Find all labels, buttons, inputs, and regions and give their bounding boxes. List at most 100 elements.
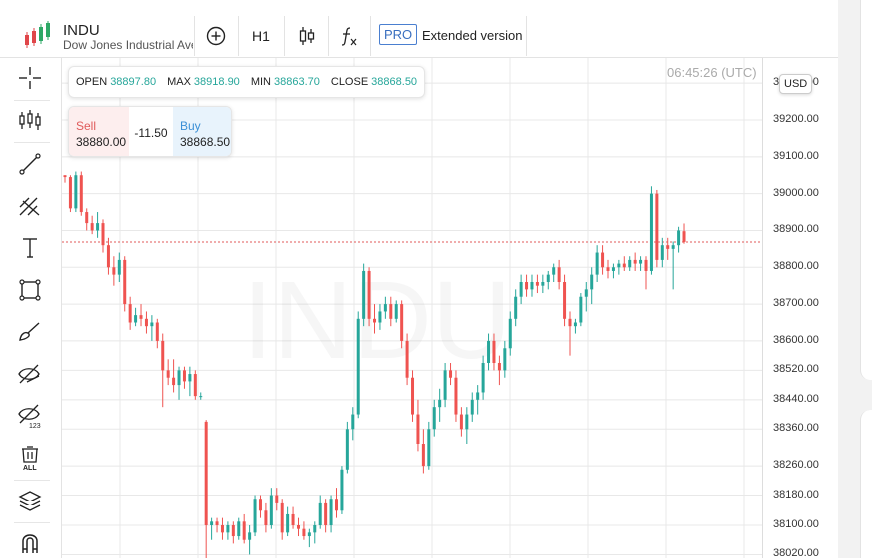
delete-all-icon: ALL bbox=[22, 446, 38, 471]
candle-body bbox=[601, 252, 605, 268]
crosshair-tool[interactable] bbox=[14, 62, 46, 94]
extended-version-link[interactable]: Extended version bbox=[422, 28, 523, 43]
candle-body bbox=[367, 270, 371, 319]
candle bbox=[595, 245, 599, 282]
candle bbox=[356, 311, 360, 419]
open-value: 38897.80 bbox=[110, 76, 157, 88]
candle-body bbox=[416, 414, 420, 444]
candle-body bbox=[644, 259, 648, 271]
candle-body bbox=[335, 499, 338, 511]
chart-type-button[interactable] bbox=[294, 22, 320, 50]
candle-body bbox=[525, 282, 529, 290]
candle bbox=[351, 407, 355, 441]
candle bbox=[96, 212, 100, 238]
candle-body bbox=[291, 513, 295, 525]
candle-body bbox=[465, 414, 469, 430]
close-label: CLOSE bbox=[330, 76, 369, 88]
candle bbox=[79, 171, 83, 216]
delete-all-tool[interactable]: ALL bbox=[14, 442, 46, 474]
candle bbox=[237, 517, 241, 540]
price-tick-label: 38020.00 bbox=[773, 547, 819, 558]
candle-body bbox=[492, 340, 496, 363]
candle-body bbox=[193, 374, 197, 397]
candle bbox=[557, 259, 561, 290]
candle-body bbox=[383, 304, 387, 312]
candle bbox=[525, 274, 529, 297]
candle bbox=[155, 318, 159, 349]
candle-body bbox=[117, 259, 121, 275]
candle-body bbox=[546, 274, 550, 282]
candle-body bbox=[427, 429, 431, 467]
candle bbox=[416, 399, 420, 452]
min-label: MIN bbox=[250, 76, 271, 88]
candle bbox=[443, 363, 447, 408]
candle bbox=[476, 385, 480, 415]
candle-body bbox=[144, 318, 148, 327]
candle bbox=[258, 495, 262, 518]
candle bbox=[291, 506, 295, 529]
candle bbox=[210, 517, 214, 540]
candle bbox=[514, 289, 518, 327]
candle bbox=[438, 388, 442, 422]
trendline-tool[interactable] bbox=[14, 148, 46, 180]
candle-body bbox=[329, 499, 333, 525]
candle bbox=[231, 521, 235, 544]
candle bbox=[166, 359, 170, 386]
candle-body bbox=[497, 363, 501, 371]
buy-button[interactable]: Buy 38868.50 bbox=[173, 107, 231, 156]
layers-tool[interactable] bbox=[14, 484, 46, 516]
hide-drawings-icon bbox=[18, 364, 40, 384]
timeframe-button[interactable]: H1 bbox=[252, 28, 270, 44]
candle bbox=[470, 392, 474, 422]
candle bbox=[628, 256, 632, 271]
hide-indicators-tool[interactable]: 123 bbox=[14, 400, 46, 432]
candle-body bbox=[112, 267, 116, 275]
price-tick-label: 38360.00 bbox=[773, 422, 819, 435]
price-tick-label: 39000.00 bbox=[773, 186, 819, 199]
candle bbox=[535, 274, 539, 294]
candle-body bbox=[264, 510, 268, 525]
candle-body bbox=[503, 348, 507, 371]
candle bbox=[172, 359, 176, 393]
candle bbox=[584, 282, 588, 312]
candle-body bbox=[622, 263, 626, 268]
candle bbox=[123, 256, 127, 312]
indicators-tool[interactable] bbox=[14, 104, 46, 136]
price-tick-label: 38700.00 bbox=[773, 297, 819, 310]
rectangle-tool[interactable] bbox=[14, 274, 46, 306]
candle bbox=[193, 370, 197, 400]
fibonacci-tool[interactable] bbox=[14, 190, 46, 222]
candle bbox=[340, 466, 344, 514]
sell-price: 38880.00 bbox=[76, 135, 127, 149]
toolbar-divider bbox=[14, 142, 50, 143]
candle-body bbox=[400, 304, 404, 341]
sell-button[interactable]: Sell 38880.00 bbox=[69, 107, 129, 156]
text-tool[interactable] bbox=[14, 232, 46, 264]
toolbar-divider bbox=[14, 480, 50, 481]
candle bbox=[150, 315, 154, 341]
candle bbox=[85, 208, 89, 231]
price-chart[interactable]: INDU bbox=[62, 58, 762, 558]
candle bbox=[253, 495, 257, 537]
candle-body bbox=[215, 521, 219, 525]
price-axis[interactable]: 38020.00 38100.00 38180.00 38260.00 38360.00… bbox=[762, 58, 824, 558]
candle bbox=[427, 421, 431, 470]
candle-body bbox=[199, 396, 203, 398]
magnet-tool[interactable] bbox=[14, 526, 46, 558]
candle-body bbox=[302, 528, 306, 537]
add-instrument-button[interactable] bbox=[202, 22, 230, 50]
candle-body bbox=[677, 230, 681, 246]
candle-body bbox=[611, 267, 615, 271]
candle bbox=[134, 307, 138, 327]
hide-drawings-tool[interactable] bbox=[14, 358, 46, 390]
candle-body bbox=[296, 525, 300, 529]
currency-badge[interactable]: USD bbox=[779, 74, 813, 94]
candle bbox=[280, 499, 284, 540]
brush-tool[interactable] bbox=[14, 316, 46, 348]
price-tick-label: 38600.00 bbox=[773, 333, 819, 346]
indicators-button[interactable] bbox=[336, 22, 362, 50]
pro-badge[interactable]: PRO bbox=[379, 24, 418, 45]
symbol-title[interactable]: INDU bbox=[63, 22, 100, 39]
svg-text:ALL: ALL bbox=[23, 465, 37, 471]
candle-body bbox=[649, 193, 653, 271]
